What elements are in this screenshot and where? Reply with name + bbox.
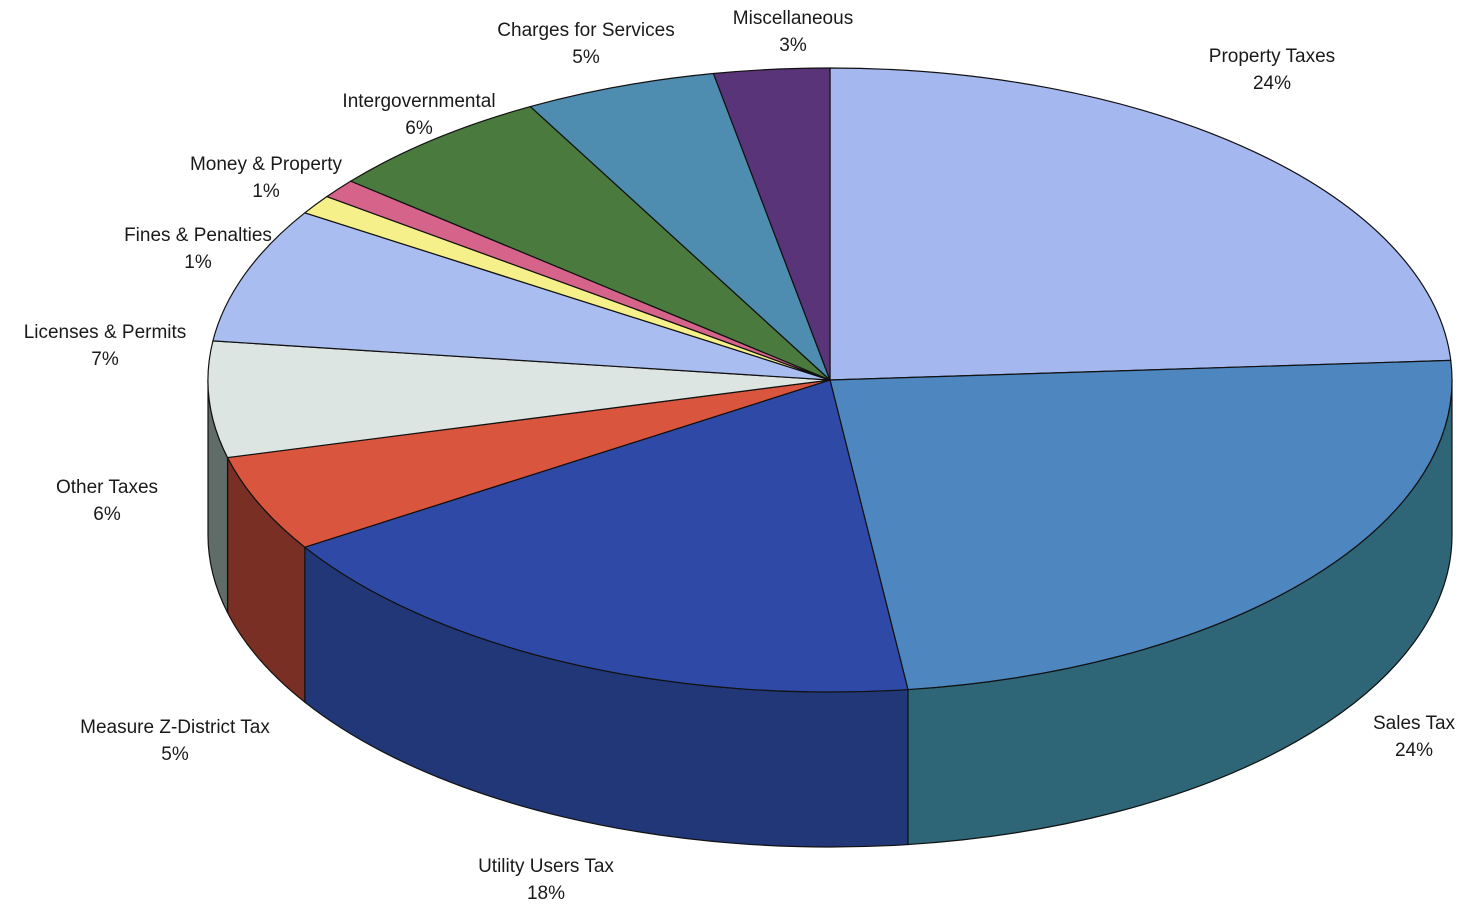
- slice-label-intergovernmental: Intergovernmental: [342, 91, 495, 112]
- slice-percent-other-taxes: 6%: [93, 504, 121, 525]
- slice-percent-property-taxes: 24%: [1253, 73, 1291, 94]
- slice-percent-intergovernmental: 6%: [405, 118, 433, 139]
- slice-percent-measure-z-district-tax: 5%: [161, 744, 189, 765]
- pie-slice-miscellaneous: [712, 67, 831, 381]
- slice-percent-miscellaneous: 3%: [779, 35, 807, 56]
- slice-label-licenses-and-permits: Licenses & Permits: [24, 322, 187, 343]
- slice-labels: Property Taxes 24% Sales Tax 24% Utility Use…: [24, 8, 1456, 904]
- pie-slice-intergovernmental: [350, 105, 831, 381]
- slice-percent-licenses-and-permits: 7%: [91, 349, 119, 370]
- pie-slice-measure-z-district-tax: [226, 379, 831, 548]
- pie-slice-licenses-and-permits: [212, 212, 831, 381]
- pie-slice-other-taxes: [207, 340, 831, 459]
- slice-label-utility-users-tax: Utility Users Tax: [478, 856, 614, 877]
- slice-percent-money-and-property: 1%: [252, 181, 280, 202]
- slice-label-charges-for-services: Charges for Services: [497, 20, 674, 41]
- slice-label-miscellaneous: Miscellaneous: [733, 8, 853, 29]
- slice-label-measure-z-district-tax: Measure Z-District Tax: [80, 717, 270, 738]
- slice-label-other-taxes: Other Taxes: [56, 477, 158, 498]
- pie-slice-property-taxes: [829, 67, 1452, 381]
- pie-slice-utility-users-tax: [304, 379, 909, 693]
- slice-percent-fines-and-penalties: 1%: [184, 252, 212, 273]
- pie-slices: [207, 67, 1453, 693]
- pie-slice-sales-tax: [829, 359, 1453, 691]
- slice-percent-sales-tax: 24%: [1395, 740, 1433, 761]
- pie-slice-charges-for-services: [529, 72, 831, 381]
- slice-label-fines-and-penalties: Fines & Penalties: [124, 225, 272, 246]
- slice-label-property-taxes: Property Taxes: [1209, 46, 1335, 67]
- slice-label-sales-tax: Sales Tax: [1373, 713, 1456, 734]
- slice-percent-utility-users-tax: 18%: [527, 883, 565, 904]
- slice-label-money-and-property: Money & Property: [190, 154, 343, 175]
- slice-percent-charges-for-services: 5%: [572, 47, 600, 68]
